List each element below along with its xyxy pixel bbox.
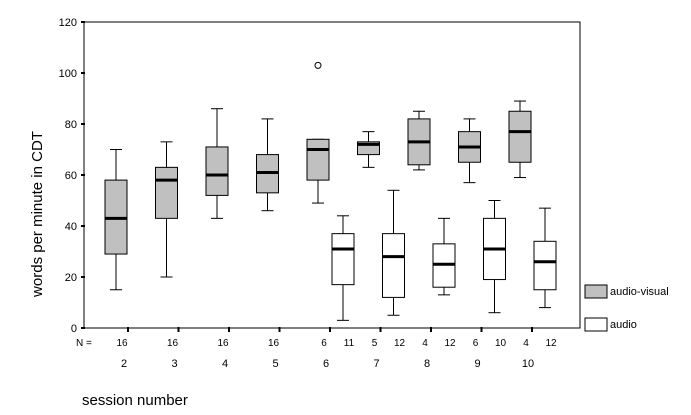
legend-swatch-audio-visual xyxy=(584,284,608,299)
legend: audio-visual audio xyxy=(584,284,669,332)
n-count-label: 10 xyxy=(495,338,507,349)
y-axis: 0 20 40 60 80 100 120 xyxy=(59,17,85,335)
legend-label-audio-visual: audio-visual xyxy=(610,286,669,298)
x-tick-label: 7 xyxy=(373,358,379,370)
n-count-label: 12 xyxy=(545,338,557,349)
n-count-label: 11 xyxy=(344,338,355,349)
box-body xyxy=(205,146,229,196)
box-audio-visual-5: 16 xyxy=(256,118,280,349)
x-tick-label: 3 xyxy=(171,358,177,370)
legend-label-audio: audio xyxy=(610,319,637,331)
box-body xyxy=(306,138,330,181)
box-body xyxy=(382,233,405,298)
box-series: 16 16 16 16 6 5 4 6 4 11 12 12 10 12 xyxy=(104,61,557,349)
n-count-label: 16 xyxy=(116,338,128,349)
outlier-point xyxy=(314,61,322,69)
y-axis-title: words per minute in CDT xyxy=(29,131,46,298)
box-body xyxy=(508,110,532,163)
n-count-label: 16 xyxy=(217,338,229,349)
n-count-label: 4 xyxy=(422,338,428,349)
n-count-label: 12 xyxy=(444,338,456,349)
y-tick-label: 0 xyxy=(71,323,77,335)
box-audio-visual-3: 16 xyxy=(155,141,179,349)
y-tick-label: 100 xyxy=(59,68,77,80)
box-audio-9: 10 xyxy=(483,200,507,349)
box-audio-visual-4: 16 xyxy=(205,108,229,349)
box-audio-visual-8: 4 xyxy=(407,110,431,349)
x-tick-label: 10 xyxy=(522,358,534,370)
box-body xyxy=(331,233,355,286)
n-count-label: 4 xyxy=(523,338,529,349)
n-count-label: 12 xyxy=(394,338,406,349)
y-tick-label: 120 xyxy=(59,17,77,29)
x-axis: 2 3 4 5 6 7 8 9 10 xyxy=(121,327,534,370)
y-tick-label: 40 xyxy=(65,221,77,233)
legend-swatch-audio xyxy=(584,317,608,332)
n-count-label: 6 xyxy=(321,338,327,349)
box-audio-visual-10: 4 xyxy=(508,100,532,349)
box-audio-8: 12 xyxy=(432,217,456,349)
box-audio-6: 11 xyxy=(331,215,355,349)
box-audio-7: 12 xyxy=(382,189,406,349)
y-tick-label: 60 xyxy=(65,170,77,182)
x-tick-label: 8 xyxy=(424,358,430,370)
n-count-label: 6 xyxy=(473,338,479,349)
box-audio-visual-6: 6 xyxy=(306,61,330,349)
box-audio-visual-9: 6 xyxy=(458,118,481,349)
box-audio-10: 12 xyxy=(533,207,557,349)
box-audio-visual-7: 5 xyxy=(357,131,380,349)
box-body xyxy=(155,166,178,219)
n-count-label: 16 xyxy=(167,338,179,349)
x-tick-label: 9 xyxy=(474,358,480,370)
n-count-label: 5 xyxy=(372,338,378,349)
x-tick-label: 2 xyxy=(121,358,127,370)
y-tick-label: 20 xyxy=(65,272,77,284)
x-tick-label: 5 xyxy=(272,358,278,370)
y-tick-label: 80 xyxy=(65,119,77,131)
x-axis-title: session number xyxy=(82,392,188,409)
x-tick-label: 4 xyxy=(222,358,228,370)
box-audio-visual-2: 16 xyxy=(104,149,128,349)
n-count-label: 16 xyxy=(268,338,280,349)
box-body xyxy=(533,240,557,291)
n-prefix-label: N = xyxy=(76,338,92,349)
x-tick-label: 6 xyxy=(323,358,329,370)
